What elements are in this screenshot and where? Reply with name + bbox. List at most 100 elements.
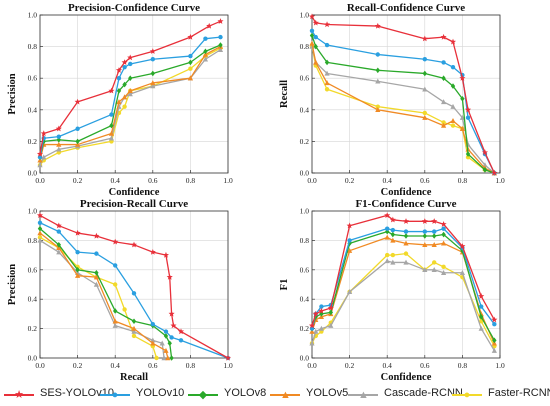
data-point — [491, 347, 497, 353]
data-point — [36, 212, 44, 218]
data-point — [432, 233, 437, 239]
data-point — [218, 42, 223, 48]
data-point — [313, 328, 319, 334]
x-axis-label: Confidence — [381, 372, 432, 383]
data-point — [167, 340, 172, 347]
data-point — [163, 347, 169, 353]
data-point — [128, 61, 133, 67]
data-point — [166, 273, 173, 280]
data-point — [441, 122, 447, 128]
legend-swatch — [452, 394, 482, 396]
data-point — [178, 338, 184, 343]
data-point — [384, 258, 390, 264]
legend-swatch — [188, 394, 218, 396]
data-point — [432, 260, 437, 265]
data-point — [122, 81, 127, 88]
data-point — [390, 227, 396, 233]
diamond-marker-icon: ◆ — [198, 389, 208, 401]
data-point — [459, 114, 465, 120]
data-point — [108, 135, 115, 141]
series-line — [311, 236, 495, 344]
data-point — [481, 149, 488, 156]
x-axis-label: Confidence — [109, 187, 160, 198]
data-point — [74, 229, 81, 236]
data-point — [384, 234, 390, 240]
y-tick-label: 0.2 — [300, 137, 310, 146]
data-point — [460, 95, 465, 102]
data-point — [324, 87, 330, 92]
data-point — [41, 154, 47, 160]
x-tick-label: 0.6 — [420, 176, 430, 185]
data-point — [327, 304, 334, 311]
data-point — [491, 169, 498, 176]
data-point — [441, 60, 446, 65]
y-tick-label: 0.2 — [28, 324, 38, 333]
chart-panel-4: 0.00.0 0.2 0.2 0.4 0.4 0.6 0.6 0.8 0.8 1.0 1.0 F1-C… — [279, 198, 505, 383]
data-point — [37, 162, 43, 168]
data-point — [56, 146, 62, 152]
data-point — [375, 104, 380, 109]
legend-label: Faster-RCNN — [488, 387, 550, 399]
data-point — [375, 52, 380, 57]
y-tick-label: 0.4 — [28, 295, 38, 304]
x-tick-label: 0.6 — [420, 361, 430, 370]
y-tick-label: 1.0 — [300, 207, 310, 216]
data-point — [318, 307, 325, 314]
data-point — [450, 83, 456, 89]
data-point — [159, 340, 165, 346]
data-point — [374, 22, 381, 29]
legend: ★ SES-YOLOv10 ● YOLOv10 ◆ YOLOv8 ▲ YOLOv5 ▲ Casca… — [0, 386, 550, 404]
legend-swatch — [100, 394, 130, 396]
data-point — [441, 264, 446, 270]
data-point — [421, 218, 428, 224]
data-point — [389, 216, 396, 223]
data-point — [56, 134, 61, 139]
data-point — [324, 21, 331, 28]
series-line — [39, 49, 221, 166]
data-point — [203, 36, 208, 41]
data-point — [94, 251, 99, 256]
y-axis-label: Precision — [7, 264, 18, 305]
data-point — [432, 229, 437, 234]
plot-frame — [39, 14, 229, 174]
data-point — [37, 230, 43, 236]
y-axis-label: F1 — [279, 279, 290, 291]
series-yolov8 — [37, 42, 223, 160]
data-point — [150, 337, 156, 343]
data-point — [450, 64, 456, 70]
data-point — [459, 269, 465, 275]
data-point — [37, 235, 43, 240]
series-yolov5 — [37, 230, 171, 361]
data-point — [150, 80, 156, 86]
x-tick-label: 0.0 — [35, 361, 45, 370]
data-point — [459, 125, 465, 131]
data-point — [122, 104, 127, 109]
data-point — [131, 291, 137, 296]
data-point — [56, 137, 61, 143]
data-point — [459, 75, 466, 81]
data-point — [150, 70, 155, 77]
data-point — [170, 322, 177, 329]
x-tick-label: 0.2 — [73, 176, 83, 185]
legend-label: SES-YOLOv10 — [40, 387, 114, 399]
data-point — [187, 75, 193, 81]
y-axis-label: Precision — [7, 73, 18, 114]
x-tick-label: 0.8 — [186, 176, 196, 185]
data-point — [441, 120, 446, 125]
data-point — [75, 272, 81, 278]
data-point — [313, 59, 319, 65]
data-point — [75, 126, 80, 131]
y-tick-label: 0.8 — [28, 236, 38, 245]
data-point — [422, 86, 428, 92]
x-tick-label: 0.8 — [186, 361, 196, 370]
legend-swatch — [4, 394, 34, 396]
x-tick-label: 0.4 — [383, 361, 393, 370]
y-axis-label: Recall — [279, 80, 290, 108]
data-point — [403, 251, 409, 256]
data-point — [308, 13, 316, 20]
data-point — [421, 35, 428, 42]
x-tick-label: 0.2 — [345, 361, 355, 370]
y-tick-label: 0.2 — [300, 324, 310, 333]
data-point — [121, 59, 128, 65]
x-tick-label: 0.2 — [345, 176, 355, 185]
